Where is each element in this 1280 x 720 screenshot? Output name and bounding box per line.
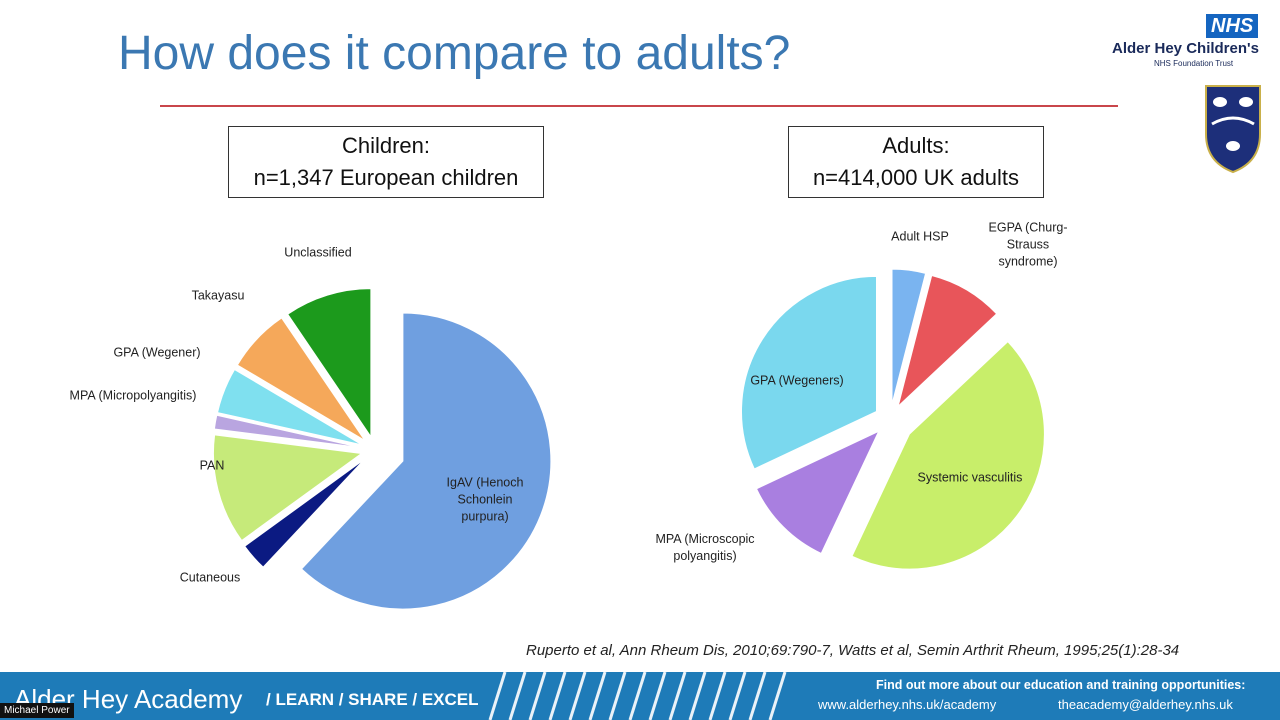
slice-label: Adult HSP (891, 229, 949, 244)
slice-label: EGPA (Churg-Strauss syndrome) (988, 220, 1068, 269)
pie-slice (236, 317, 366, 441)
box-text: n=1,347 European children (253, 165, 519, 190)
pie-slice (755, 430, 880, 555)
slice-label: PAN (199, 458, 225, 473)
citation: Ruperto et al, Ann Rheum Dis, 2010;69:79… (526, 642, 1180, 659)
title-rule (160, 105, 1118, 107)
participant-name: Michael Power (0, 703, 74, 718)
box-heading: Adults: (882, 133, 950, 158)
pie-slice (851, 340, 1045, 570)
box-heading: Children: (341, 133, 431, 158)
pie-charts (212, 268, 1045, 610)
pie-slice (897, 274, 998, 408)
slice-label: MPA (Microscopic polyangitis) (655, 532, 755, 563)
footer-web[interactable]: www.alderhey.nhs.uk/academy (818, 697, 997, 712)
slice-label: Takayasu (191, 288, 245, 303)
trust-name: Alder Hey Children's (1112, 40, 1259, 57)
slice-label: GPA (Wegener) (113, 345, 201, 360)
slice-label: GPA (Wegeners) (750, 373, 844, 388)
adults-box: Adults: n=414,000 UK adults (788, 126, 1044, 198)
pie-slice (212, 434, 363, 542)
pie-slice (216, 368, 363, 446)
slide-title: How does it compare to adults? (118, 27, 791, 80)
footer-email[interactable]: theacademy@alderhey.nhs.uk (1058, 697, 1233, 712)
footer-stripes (488, 671, 787, 720)
pie-slice (300, 312, 552, 610)
pie-slice (741, 275, 877, 470)
footer-motto: / LEARN / SHARE / EXCEL (266, 690, 479, 709)
footer-info: Find out more about our education and tr… (876, 678, 1246, 692)
nhs-logo: NHS (1206, 14, 1259, 38)
pie-slice (213, 414, 362, 449)
slice-label: Cutaneous (179, 570, 241, 585)
pie-slice (891, 268, 927, 405)
slice-label: MPA (Micropolyangitis) (69, 388, 197, 403)
children-box: Children: n=1,347 European children (228, 126, 544, 198)
crest (1205, 85, 1261, 174)
slice-label: Systemic vasculitis (917, 470, 1023, 485)
slice-label: IgAV (Henoch Schonlein purpura) (446, 475, 524, 524)
footer-bar (0, 671, 1280, 720)
pie-slice (287, 288, 372, 439)
pie-slice (244, 458, 365, 568)
trust-sub: NHS Foundation Trust (1154, 59, 1234, 68)
slice-label: Unclassified (284, 245, 352, 260)
box-text: n=414,000 UK adults (812, 165, 1020, 190)
